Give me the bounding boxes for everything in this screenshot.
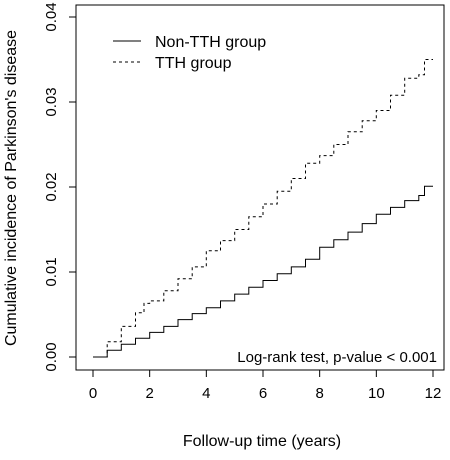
y-tick-label: 0.00 <box>43 342 60 371</box>
x-tick-label: 8 <box>315 385 323 402</box>
legend-label-tth: TTH group <box>155 55 232 72</box>
x-tick-label: 6 <box>259 385 267 402</box>
y-tick-label: 0.04 <box>43 2 60 31</box>
legend: Non-TTH group TTH group <box>113 34 266 72</box>
x-tick-label: 12 <box>425 385 442 402</box>
y-tick-label: 0.02 <box>43 172 60 201</box>
series-layer <box>93 59 433 358</box>
x-tick-label: 10 <box>368 385 385 402</box>
plot-area <box>75 4 445 371</box>
y-axis: 0.00 0.01 0.02 0.03 0.04 <box>43 2 77 372</box>
x-tick-label: 4 <box>202 385 210 402</box>
x-tick-label: 2 <box>145 385 153 402</box>
x-axis: 0 2 4 6 8 10 12 <box>89 369 442 402</box>
x-tick-label: 0 <box>89 385 97 402</box>
legend-label-non-tth: Non-TTH group <box>155 34 266 51</box>
y-tick-label: 0.03 <box>43 87 60 116</box>
log-rank-annotation: Log-rank test, p-value < 0.001 <box>237 349 437 366</box>
y-tick-label: 0.01 <box>43 257 60 286</box>
series-line-non-tth <box>93 185 433 358</box>
y-axis-title: Cumulative incidence of Parkinson's dise… <box>3 30 20 346</box>
series-line-tth <box>93 59 433 358</box>
plot-frame <box>75 4 445 371</box>
x-axis-title: Follow-up time (years) <box>183 433 341 450</box>
